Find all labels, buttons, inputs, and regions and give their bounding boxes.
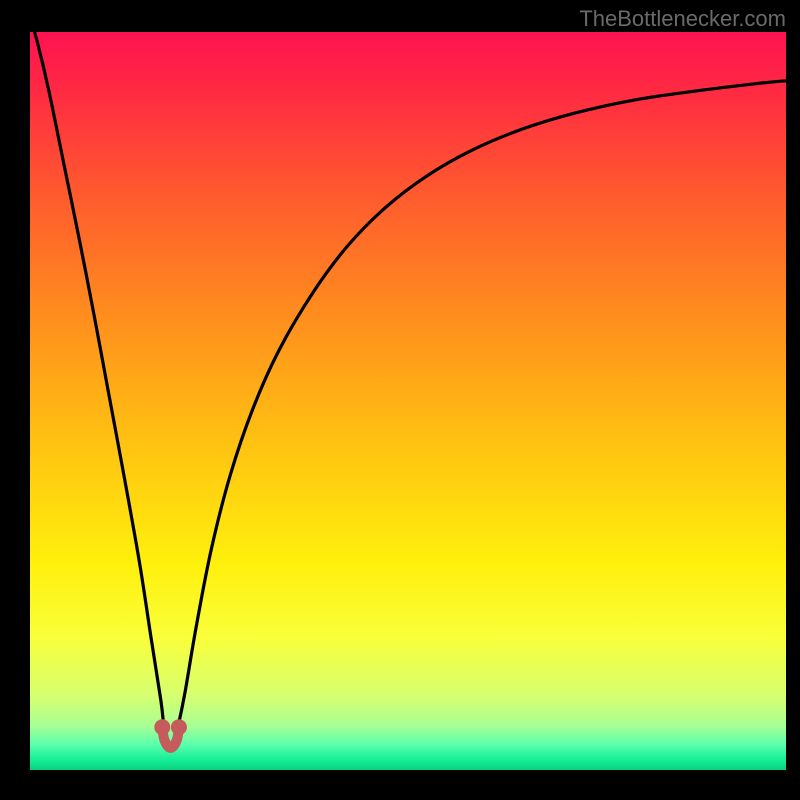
optimal-point-cap xyxy=(154,719,170,735)
bottleneck-plot xyxy=(0,0,800,800)
watermark-text: TheBottlenecker.com xyxy=(579,6,786,32)
plot-gradient-bg xyxy=(30,32,786,770)
chart-container: TheBottlenecker.com xyxy=(0,0,800,800)
optimal-point-cap xyxy=(171,719,187,735)
